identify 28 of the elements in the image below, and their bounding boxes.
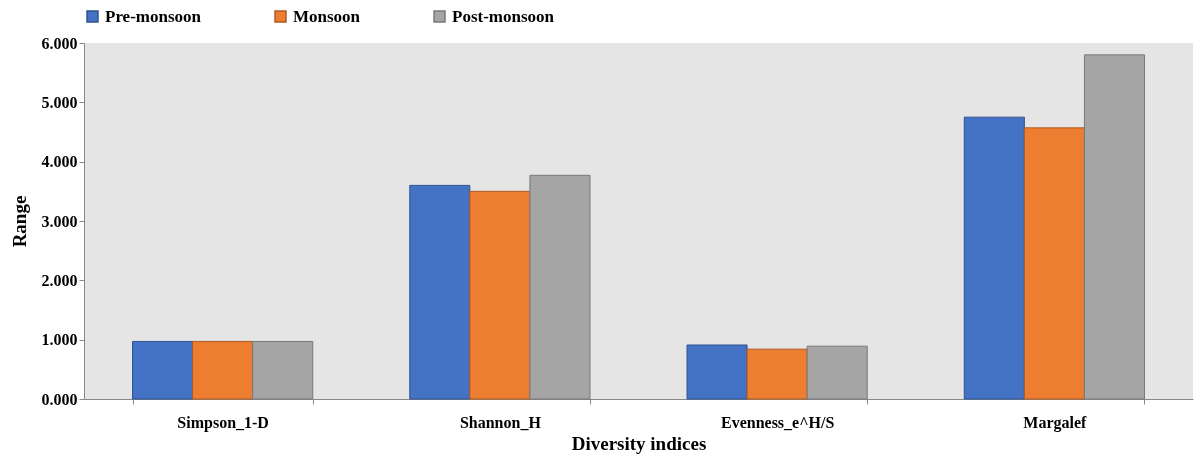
bar <box>252 340 314 400</box>
x-tick-label: Shannon_H <box>459 413 542 431</box>
x-tick-label: Evenness_e^H/S <box>720 413 835 431</box>
y-tick-label: 1.000 <box>41 331 78 349</box>
y-tick-label: 5.000 <box>41 93 78 111</box>
bar <box>192 340 254 400</box>
y-tick-label: 0.000 <box>41 390 78 408</box>
x-axis-title: Diversity indices <box>571 432 707 454</box>
legend-label: Monsoon <box>293 6 361 26</box>
bar <box>132 340 194 400</box>
bar <box>806 345 868 400</box>
bar <box>686 344 748 400</box>
x-tick-label: Margalef <box>1023 413 1088 432</box>
bar <box>1083 54 1145 400</box>
y-tick-label: 6.000 <box>41 34 78 52</box>
y-tick-label: 2.000 <box>41 271 78 289</box>
bar <box>409 184 471 400</box>
y-tick-label: 3.000 <box>41 212 78 230</box>
bar <box>746 348 808 400</box>
legend-label: Post-monsoon <box>452 6 555 26</box>
bar <box>469 190 531 400</box>
bar <box>963 116 1025 400</box>
x-tick-label: Simpson_1-D <box>177 413 269 432</box>
bar <box>529 174 591 400</box>
y-axis-title: Range <box>8 195 30 248</box>
legend-label: Pre-monsoon <box>105 6 202 26</box>
y-tick-label: 4.000 <box>41 153 78 171</box>
bar <box>1023 127 1085 400</box>
